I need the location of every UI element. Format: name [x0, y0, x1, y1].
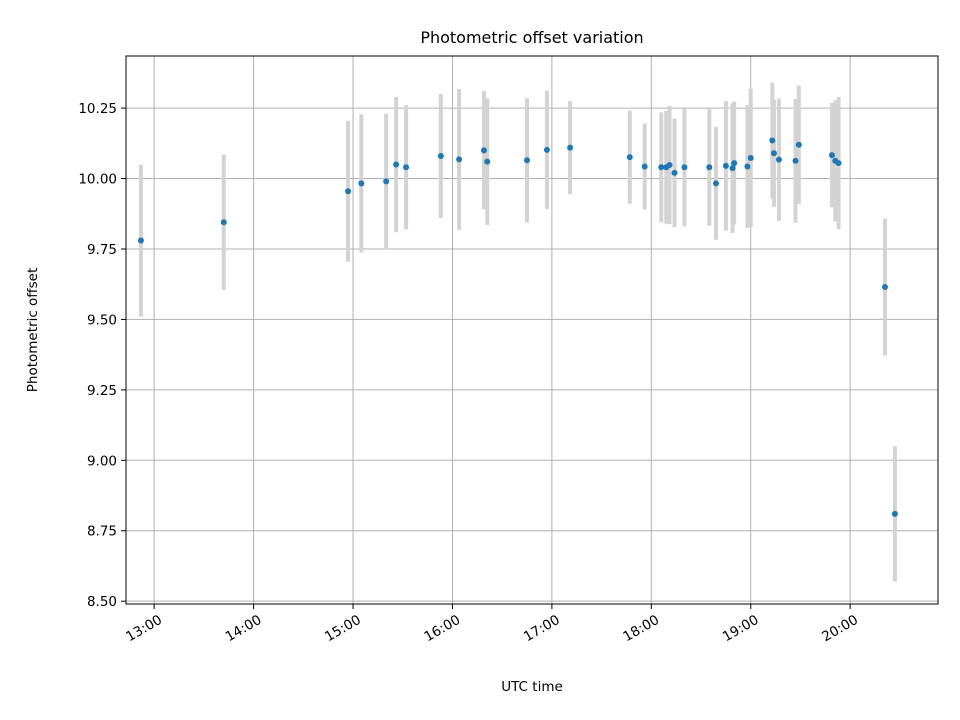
- data-point: [706, 164, 713, 171]
- axes-frame: [125, 55, 939, 605]
- data-point: [891, 510, 898, 517]
- data-point: [744, 163, 751, 170]
- data-point: [835, 160, 842, 167]
- data-point: [712, 180, 719, 187]
- chart-title: Photometric offset variation: [420, 28, 643, 47]
- data-point: [626, 154, 633, 161]
- data-point: [393, 161, 400, 168]
- data-point: [437, 153, 444, 160]
- data-point: [775, 156, 782, 163]
- data-point: [358, 180, 365, 187]
- data-point: [828, 152, 835, 159]
- data-point: [641, 163, 648, 170]
- data-point: [345, 188, 352, 195]
- data-point: [729, 165, 736, 172]
- grid: [126, 56, 938, 604]
- data-point: [671, 169, 678, 176]
- data-point: [792, 157, 799, 164]
- data-points: [137, 137, 898, 517]
- y-tick-label: 10.00: [78, 172, 117, 188]
- data-point: [456, 156, 463, 163]
- data-point: [770, 150, 777, 157]
- y-tick-label: 10.25: [78, 101, 117, 117]
- y-axis-ticks: 8.50 8.75 9.00 9.25 9.50 9.75 10.00 10.25: [78, 101, 126, 610]
- data-point: [795, 141, 802, 148]
- y-tick-label: 9.25: [87, 383, 117, 399]
- x-axis-label: UTC time: [501, 679, 563, 695]
- y-tick-label: 9.00: [87, 453, 117, 469]
- data-point: [567, 144, 574, 151]
- y-axis-label: Photometric offset: [25, 268, 41, 392]
- data-point: [403, 164, 410, 171]
- data-point: [220, 219, 227, 226]
- data-point: [747, 154, 754, 161]
- data-point: [484, 158, 491, 165]
- data-point: [480, 147, 487, 154]
- data-point: [383, 178, 390, 185]
- data-point: [543, 146, 550, 153]
- data-point: [666, 162, 673, 169]
- data-point: [722, 162, 729, 169]
- data-point: [524, 157, 531, 164]
- data-point: [681, 164, 688, 171]
- data-point: [137, 237, 144, 244]
- data-point: [769, 137, 776, 144]
- y-tick-label: 9.75: [87, 242, 117, 258]
- y-tick-label: 8.75: [87, 524, 117, 540]
- data-point: [881, 284, 888, 291]
- y-tick-label: 9.50: [87, 312, 117, 328]
- data-point: [731, 160, 738, 167]
- data-point: [658, 164, 665, 171]
- y-tick-label: 8.50: [87, 594, 117, 610]
